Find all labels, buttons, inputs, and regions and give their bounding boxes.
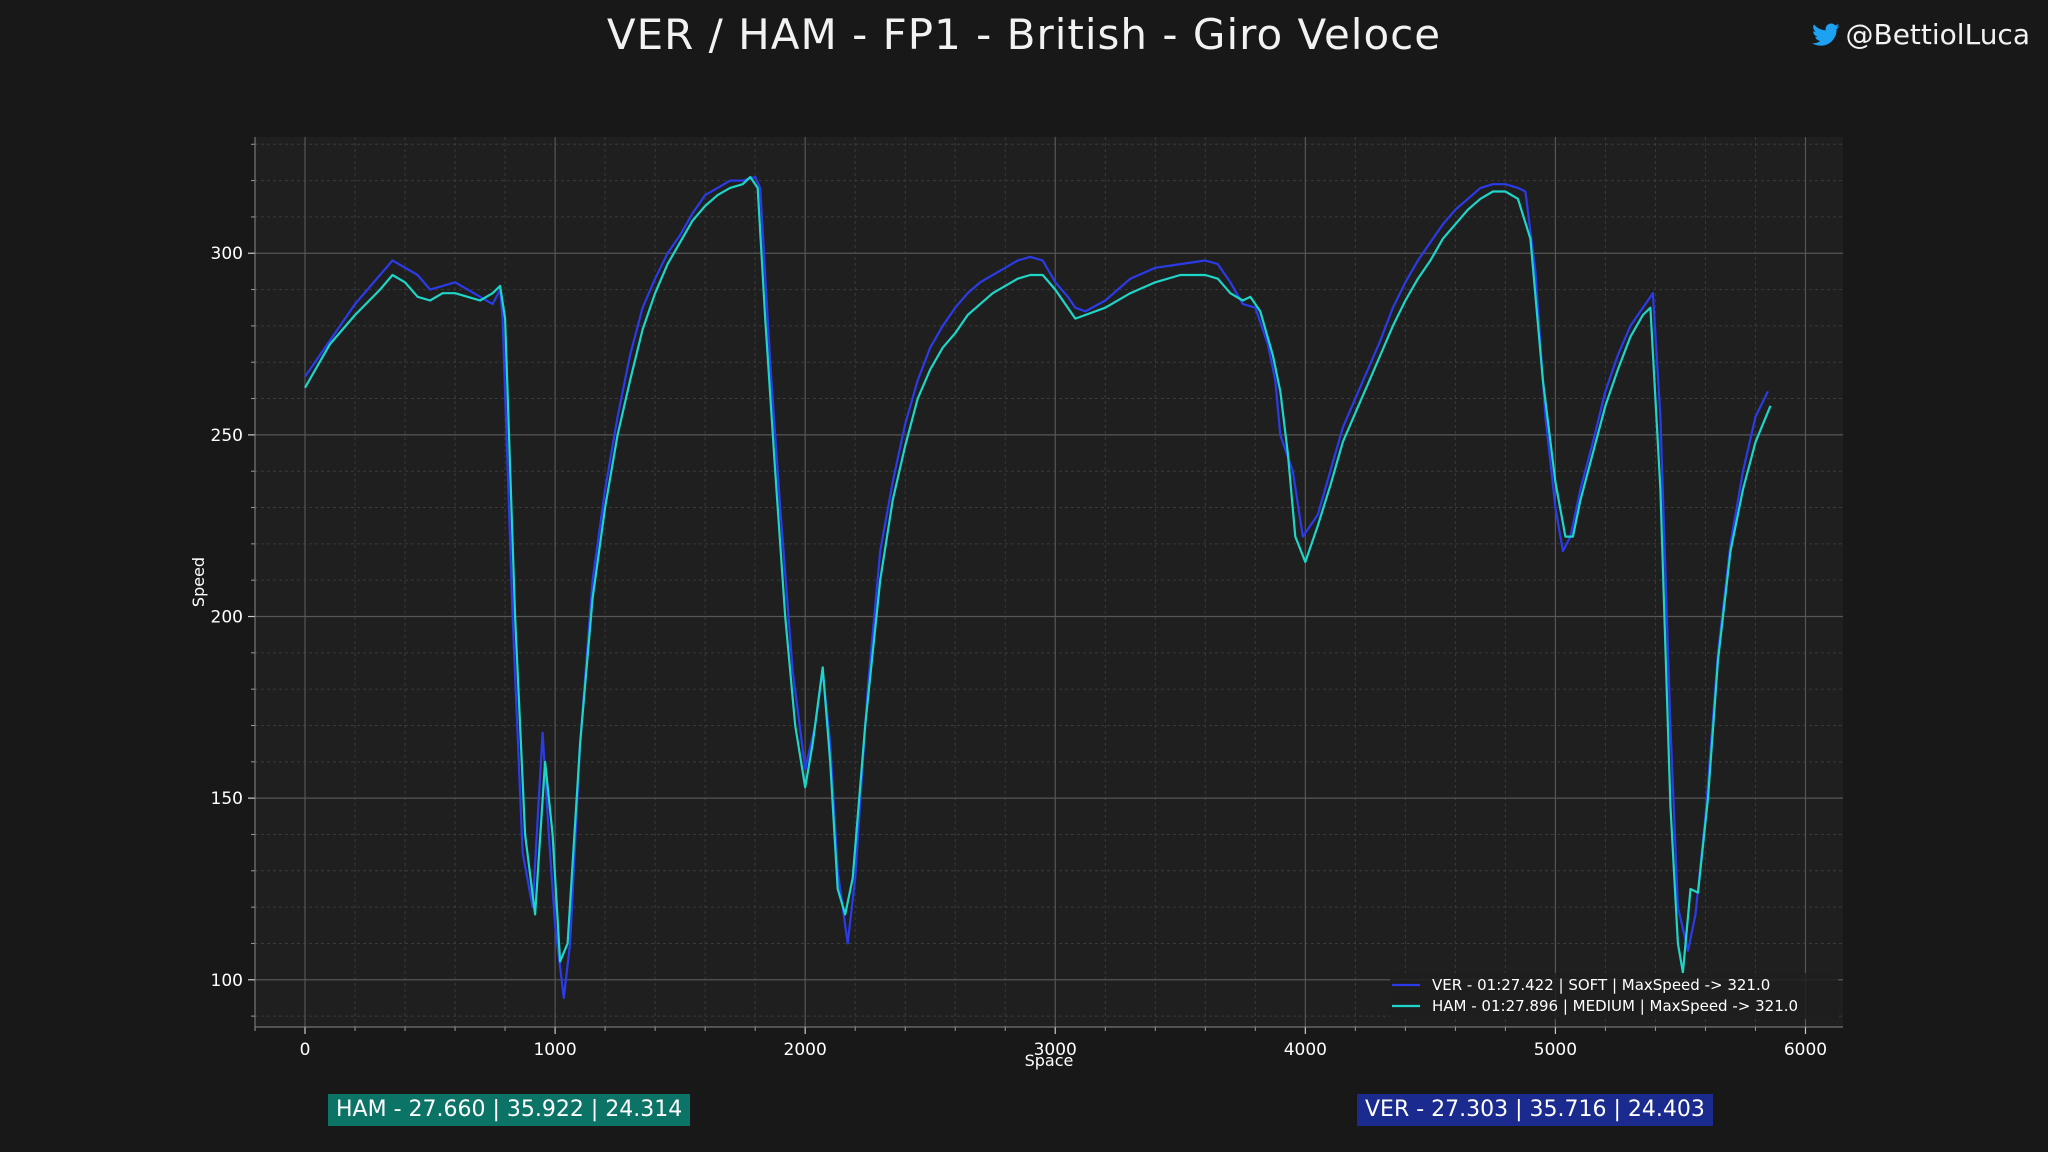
x-tick-label: 0 xyxy=(300,1040,311,1060)
chart-title: VER / HAM - FP1 - British - Giro Veloce xyxy=(606,10,1442,59)
ver-sector-times: VER - 27.303 | 35.716 | 24.403 xyxy=(1357,1094,1713,1126)
y-tick-label: 100 xyxy=(211,971,243,991)
x-tick-label: 1000 xyxy=(533,1040,576,1060)
x-axis-label: Space xyxy=(1025,1051,1074,1070)
x-tick-label: 4000 xyxy=(1284,1040,1327,1060)
ham-sector-times: HAM - 27.660 | 35.922 | 24.314 xyxy=(328,1094,691,1126)
twitter-bird-icon xyxy=(1811,22,1840,46)
x-tick-label: 6000 xyxy=(1784,1040,1827,1060)
y-tick-label: 200 xyxy=(211,608,243,628)
y-tick-label: 250 xyxy=(211,426,243,446)
x-tick-label: 5000 xyxy=(1534,1040,1577,1060)
x-tick-label: 3000 xyxy=(1034,1040,1077,1060)
twitter-handle[interactable]: @BettiolLuca xyxy=(1811,18,2031,51)
series-lines xyxy=(304,175,1772,999)
x-tick-label: 2000 xyxy=(784,1040,827,1060)
handle-text: @BettiolLuca xyxy=(1845,18,2031,51)
legend: VER - 01:27.422 | SOFT | MaxSpeed -> 321… xyxy=(1390,973,1838,1019)
plot-background xyxy=(255,137,1843,1027)
legend-box xyxy=(1390,973,1838,1019)
y-tick-label: 150 xyxy=(211,789,243,809)
series-line-ham xyxy=(304,175,1772,974)
legend-label: HAM - 01:27.896 | MEDIUM | MaxSpeed -> 3… xyxy=(1432,997,1798,1015)
grid xyxy=(254,137,1843,1027)
axes: 0 1000 2000 3000 4000 5000 6000 100 150 200 250 300 xyxy=(211,137,1843,1060)
legend-label: VER - 01:27.422 | SOFT | MaxSpeed -> 321… xyxy=(1432,976,1770,994)
y-tick-label: 300 xyxy=(211,244,243,264)
y-axis-label: Speed xyxy=(189,557,208,607)
